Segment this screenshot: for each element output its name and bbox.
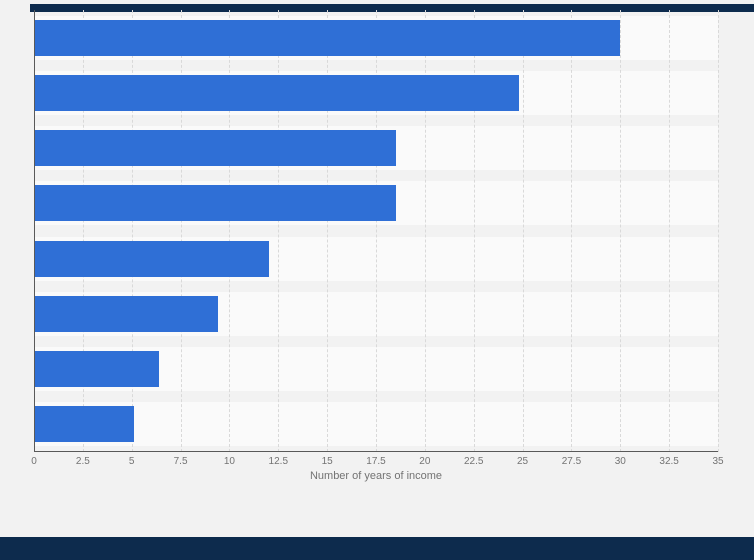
gridline [180,10,182,452]
x-tick-label: 17.5 [366,456,386,467]
gridlines [34,10,719,452]
bar[interactable] [34,130,396,167]
x-tick-label: 25 [517,456,529,467]
x-tick-label: 27.5 [561,456,582,467]
gridline [473,10,475,452]
y-axis-line [34,10,35,452]
plot-area [34,10,719,452]
gridline [522,10,524,452]
gridline [718,10,719,452]
gridline [278,10,280,452]
x-axis-title: Number of years of income [309,470,443,482]
cropped-footer-strip [0,537,754,560]
bars-layer [34,10,718,452]
cropped-header-strip [30,4,754,12]
bar[interactable] [34,295,218,332]
bar[interactable] [34,240,269,277]
x-tick-label: 15 [321,456,333,467]
x-tick-label: 12.5 [268,456,289,467]
gridline [620,10,622,452]
bar[interactable] [34,19,621,56]
bar[interactable] [34,406,134,443]
x-tick-label: 7.5 [173,456,188,467]
bar[interactable] [34,185,396,222]
x-tick-label: 32.5 [659,456,679,467]
x-tick-label: 30 [614,456,626,467]
x-tick-label: 10 [223,456,235,467]
bar[interactable] [34,351,160,388]
x-axis-line [34,451,718,452]
gridline [571,10,573,452]
x-tick-label: 20 [419,456,431,467]
gridline [82,10,84,452]
x-tick-label: 2.5 [75,456,90,467]
gridline [376,10,377,452]
gridline [669,10,671,452]
x-tick-label: 0 [31,456,37,467]
gridline [131,10,133,452]
x-tick-label: 5 [128,456,135,467]
x-tick-label: 35 [712,456,724,467]
bar[interactable] [34,74,519,111]
gridline [229,10,231,452]
x-tick-label: 22.5 [463,456,484,467]
x-axis-tick-labels: 0 2.5 5 7.5 10 12.5 15 17.5 20 22.5 25 27.5 30 32.5 35 [31,456,723,470]
gridline [424,10,426,452]
gridline [327,10,329,452]
